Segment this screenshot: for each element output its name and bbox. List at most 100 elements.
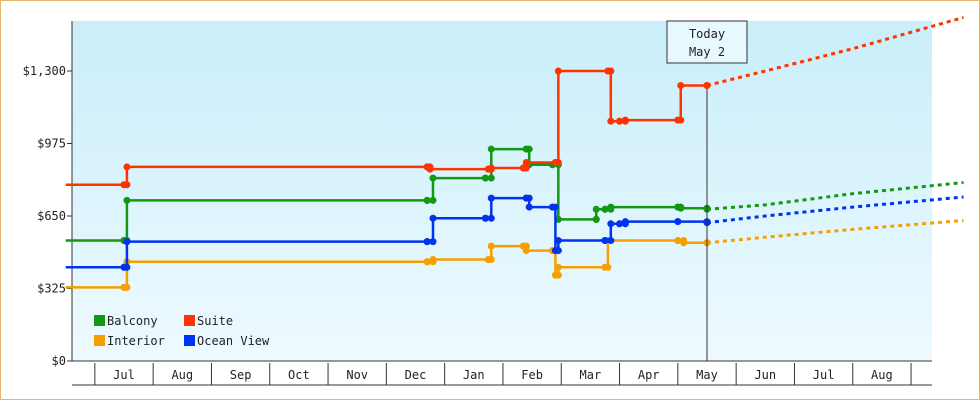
- forecast-line: [706, 218, 964, 245]
- data-point: [429, 238, 437, 246]
- data-point: [554, 237, 562, 245]
- data-point: [487, 214, 495, 222]
- today-date: May 2: [689, 45, 725, 59]
- data-point: [123, 196, 131, 204]
- x-tick-label: May: [696, 368, 718, 382]
- data-point: [554, 158, 562, 166]
- x-tick-label: Jul: [813, 368, 835, 382]
- data-point: [607, 67, 615, 75]
- today-box: [666, 20, 748, 64]
- forecast-line: [706, 195, 964, 225]
- data-point: [123, 163, 131, 171]
- data-point: [487, 256, 495, 263]
- data-point: [423, 258, 431, 266]
- plot-background: [72, 21, 932, 361]
- x-tick-label: Feb: [521, 368, 543, 382]
- data-point: [525, 145, 533, 153]
- legend: Balcony Suite Interior Ocean View: [94, 314, 270, 348]
- data-point: [674, 237, 682, 245]
- legend-label: Ocean View: [197, 334, 270, 348]
- legend-label: Balcony: [107, 314, 158, 328]
- data-point: [423, 238, 431, 246]
- data-point: [522, 158, 530, 166]
- data-point: [487, 242, 495, 250]
- data-point: [123, 283, 131, 291]
- data-point: [677, 203, 685, 211]
- data-point: [616, 220, 624, 228]
- x-tick-label: Jan: [463, 368, 485, 382]
- data-point: [551, 203, 559, 211]
- data-point: [487, 165, 495, 173]
- data-point: [123, 181, 131, 189]
- data-point: [592, 215, 600, 223]
- axes: $0 $325 $650 $975 $1,300 Jul Aug Sep Oct Nov Dec Ja…: [23, 21, 932, 386]
- x-tick-label: Sep: [230, 368, 252, 382]
- data-point: [429, 174, 437, 182]
- data-point: [554, 271, 562, 279]
- series-balcony: [65, 145, 964, 245]
- data-point: [481, 214, 489, 222]
- data-point: [426, 163, 434, 171]
- y-tick-label: $0: [52, 354, 66, 368]
- data-point: [522, 164, 530, 172]
- data-point: [607, 220, 615, 228]
- data-point: [429, 196, 437, 204]
- legend-swatch: [184, 335, 195, 346]
- data-point: [123, 263, 131, 271]
- data-point: [616, 117, 624, 125]
- data-point: [680, 237, 688, 245]
- x-tick-label: Aug: [171, 368, 193, 382]
- data-point: [554, 263, 562, 271]
- today-label: Today: [689, 27, 725, 41]
- data-point: [621, 220, 629, 228]
- data-point: [429, 214, 437, 222]
- legend-swatch: [94, 315, 105, 326]
- legend-swatch: [94, 335, 105, 346]
- series-interior: [65, 218, 964, 291]
- forecast-line: [706, 16, 964, 87]
- data-point: [607, 237, 615, 245]
- data-point: [554, 67, 562, 75]
- data-point: [423, 196, 431, 204]
- data-point: [554, 247, 562, 255]
- data-point: [487, 194, 495, 202]
- data-point: [592, 205, 600, 213]
- y-tick-label: $325: [37, 282, 66, 296]
- x-tick-label: Apr: [638, 368, 660, 382]
- data-point: [522, 242, 530, 250]
- data-point: [487, 174, 495, 182]
- data-point: [607, 117, 615, 125]
- y-tick-label: $1,300: [23, 64, 66, 78]
- today-marker: Today May 2: [666, 20, 748, 361]
- x-tick-label: Jul: [113, 368, 135, 382]
- data-point: [481, 174, 489, 182]
- data-point: [601, 205, 609, 213]
- x-tick-label: Oct: [288, 368, 310, 382]
- y-tick-label: $650: [37, 209, 66, 223]
- x-tick-label: Mar: [580, 368, 602, 382]
- data-point: [607, 205, 615, 213]
- x-tick-label: Aug: [871, 368, 893, 382]
- data-point: [487, 145, 495, 153]
- series-suite: [65, 16, 964, 189]
- forecast-line: [706, 181, 964, 211]
- data-point: [601, 237, 609, 245]
- data-point: [677, 82, 685, 89]
- data-point: [525, 194, 533, 202]
- y-tick-label: $975: [37, 137, 66, 151]
- legend-swatch: [184, 315, 195, 326]
- data-point: [429, 258, 437, 266]
- legend-label: Suite: [197, 314, 233, 328]
- data-point: [123, 238, 131, 246]
- data-point: [525, 203, 533, 211]
- x-tick-label: Nov: [346, 368, 368, 382]
- legend-label: Interior: [107, 334, 165, 348]
- data-point: [674, 218, 682, 226]
- data-point: [621, 117, 629, 125]
- x-tick-label: Jun: [754, 368, 776, 382]
- data-point: [604, 263, 612, 271]
- x-tick-label: Dec: [405, 368, 427, 382]
- data-point: [677, 116, 685, 124]
